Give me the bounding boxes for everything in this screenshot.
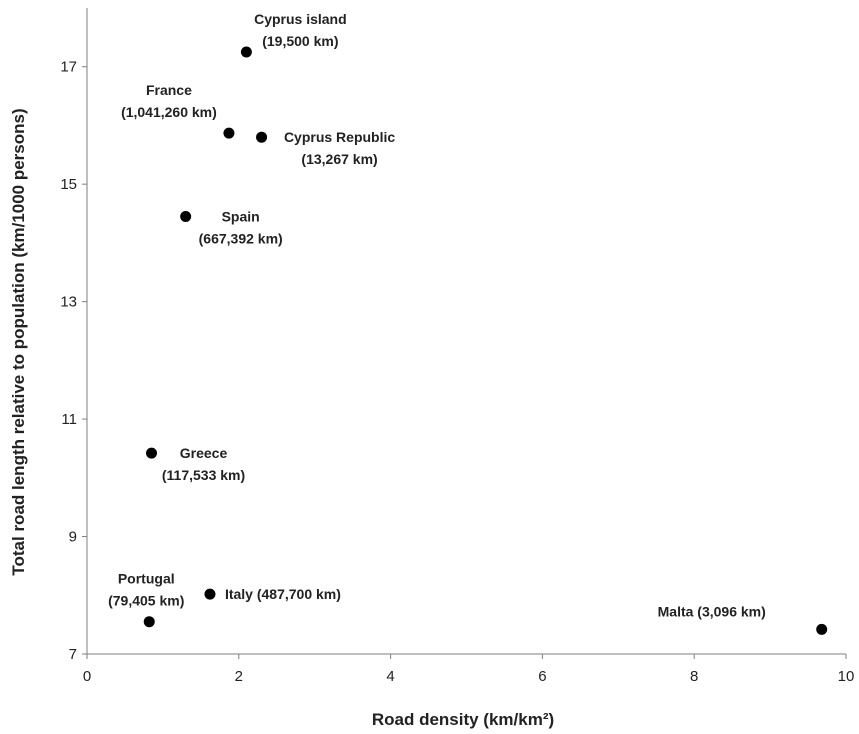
axes [86,8,846,655]
data-point [143,616,155,628]
data-label: Cyprus Republic (13,267 km) [284,129,395,167]
data-points [143,46,828,635]
x-tick-label: 10 [838,668,855,685]
data-label: Cyprus island (19,500 km) [254,11,347,49]
data-point [204,588,216,600]
data-label: Portugal (79,405 km) [108,571,184,609]
y-tick-label: 17 [60,59,77,76]
y-axis-ticks: 7 9 11 13 15 17 [60,59,87,663]
data-point [816,623,828,635]
data-label: Greece (117,533 km) [162,445,245,483]
x-tick-label: 8 [690,668,698,685]
x-axis-ticks: 0 2 4 6 8 10 [83,654,855,685]
data-label: Malta (3,096 km) [658,603,766,619]
x-tick-label: 4 [386,668,394,685]
data-point [223,127,235,139]
data-point [146,447,158,459]
x-tick-label: 6 [538,668,546,685]
data-point [180,210,192,222]
data-point [256,131,268,143]
x-tick-label: 0 [83,668,91,685]
data-labels: Cyprus island (19,500 km) France (1,041,260… [108,11,766,619]
data-label: France (1,041,260 km) [121,82,217,120]
data-point [240,46,252,58]
data-label: Spain (667,392 km) [199,208,283,246]
y-tick-label: 13 [60,294,77,311]
x-axis-title: Road density (km/km²) [372,710,554,729]
y-tick-label: 7 [69,646,77,663]
y-axis-title: Total road length relative to population… [9,108,28,575]
x-tick-label: 2 [235,668,243,685]
y-tick-label: 9 [69,529,77,546]
data-label: Italy (487,700 km) [225,586,341,602]
y-tick-label: 15 [60,176,77,193]
y-tick-label: 11 [61,411,77,428]
